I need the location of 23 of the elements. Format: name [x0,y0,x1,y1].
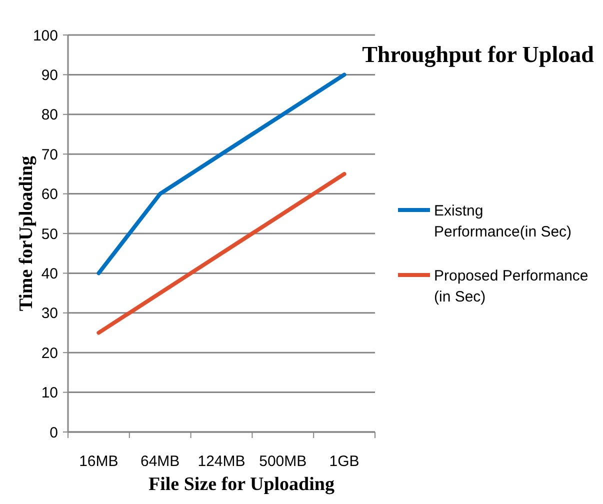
line-series [96,172,346,335]
y-tick-label: 80 [41,106,58,124]
x-tick-label: 1GB [329,453,360,470]
legend-label: Proposed Performance (in Sec) [434,267,588,306]
y-tick-label: 60 [41,186,58,204]
y-tick-label: 20 [41,344,58,362]
x-axis-title: File Size for Uploading [148,474,335,495]
line-series [96,72,346,276]
x-tick-label: 16MB [79,453,118,470]
y-axis-title: Time forUploading [16,155,37,312]
y-tick-label: 50 [41,226,58,243]
y-tick-label: 90 [41,66,58,84]
y-tick-label: 100 [32,27,58,44]
y-tick-label: 70 [41,146,58,164]
x-tick-label: 500MB [259,453,307,470]
legend-label: Existng Performance(in Sec) [434,202,572,240]
text: Throughput for Upload [362,42,594,68]
y-tick-label: 10 [41,384,58,402]
y-tick-label: 40 [41,265,58,282]
x-tick-label: 124MB [198,453,246,470]
y-tick-label: 30 [41,305,58,322]
x-tick-label: 64MB [140,453,180,470]
y-tick-label: 0 [50,424,58,442]
